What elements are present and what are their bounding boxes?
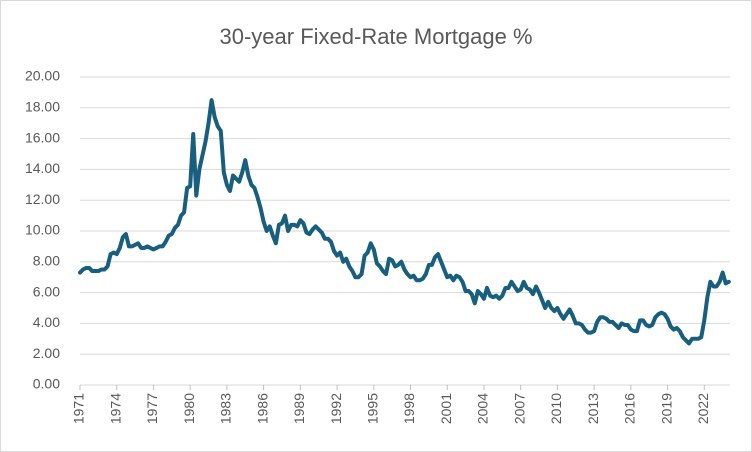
chart-title: 30-year Fixed-Rate Mortgage % — [219, 24, 532, 49]
x-tick-label: 2010 — [548, 393, 564, 424]
x-tick-label: 1974 — [107, 393, 123, 424]
x-tick-label: 2004 — [475, 393, 491, 424]
y-tick-label: 2.00 — [33, 345, 60, 361]
y-tick-label: 0.00 — [33, 376, 60, 392]
x-tick-label: 2016 — [622, 393, 638, 424]
x-tick-label: 2007 — [511, 393, 527, 424]
x-tick-label: 1983 — [218, 393, 234, 424]
x-tick-label: 1989 — [291, 393, 307, 424]
x-tick-label: 1980 — [181, 393, 197, 424]
x-tick-label: 1977 — [144, 393, 160, 424]
x-tick-label: 2013 — [585, 393, 601, 424]
x-tick-label: 2022 — [695, 393, 711, 424]
x-tick-label: 1971 — [71, 393, 87, 424]
y-tick-label: 18.00 — [25, 99, 60, 115]
y-tick-label: 4.00 — [33, 314, 60, 330]
y-tick-label: 10.00 — [25, 222, 60, 238]
y-tick-label: 12.00 — [25, 191, 60, 207]
y-tick-label: 16.00 — [25, 129, 60, 145]
y-tick-label: 8.00 — [33, 253, 60, 269]
x-tick-label: 1986 — [254, 393, 270, 424]
y-tick-label: 14.00 — [25, 160, 60, 176]
series-line — [78, 98, 731, 346]
x-tick-label: 2001 — [438, 393, 454, 424]
x-tick-label: 1995 — [364, 393, 380, 424]
x-tick-label: 1998 — [401, 393, 417, 424]
x-tick-label: 1992 — [328, 393, 344, 424]
x-tick-label: 2019 — [658, 393, 674, 424]
y-tick-label: 20.00 — [25, 68, 60, 84]
y-tick-label: 6.00 — [33, 283, 60, 299]
